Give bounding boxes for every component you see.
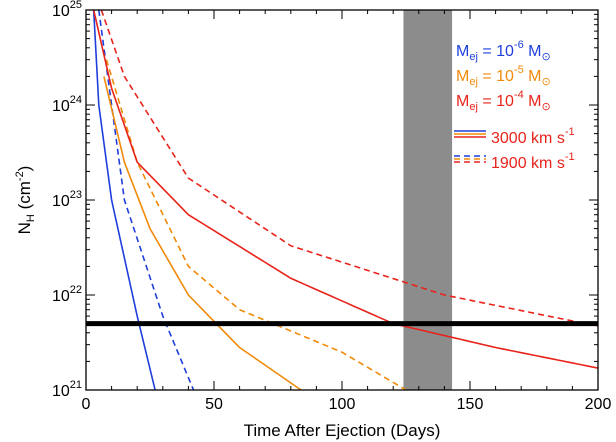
y-tick-label-exp: 21 [70, 379, 82, 391]
legend-mass-sub: ej [469, 101, 478, 113]
legend-mass-mid: = 10 [478, 43, 514, 60]
y-tick-label-base: 10 [52, 3, 70, 20]
y-axis-label-main: N [15, 222, 34, 234]
y-tick-label-base: 10 [52, 288, 70, 305]
y-tick-label-exp: 23 [70, 189, 82, 201]
series-line-mej-1e-5-1900kms [105, 59, 407, 390]
legend-speed-sup: -1 [565, 151, 575, 163]
series-line-mej-1e-4-1900kms [100, 10, 598, 327]
y-tick-label-exp: 25 [70, 0, 82, 11]
legend-speed-text: 1900 km s [491, 155, 565, 172]
legend-entry-mass: Mej = 10-5 M⊙ [456, 64, 551, 88]
y-tick-label: 1023 [52, 189, 82, 210]
y-axis-label: NH (cm-2) [14, 166, 37, 235]
x-tick-label: 100 [329, 396, 356, 413]
legend-entry-speed: 1900 km s-1 [491, 151, 575, 172]
legend-mass-prefix: M [456, 93, 469, 110]
legend-mass-suffix: M [524, 93, 542, 110]
shaded-band [403, 10, 453, 390]
y-axis-label-unit-close: ) [15, 166, 34, 172]
y-tick-label-exp: 24 [70, 94, 82, 106]
y-tick-label: 1021 [52, 379, 82, 400]
legend-mass-sub: ej [469, 51, 478, 63]
x-tick-label: 200 [585, 396, 612, 413]
y-tick-label: 1024 [52, 94, 82, 115]
legend-speed-sup: -1 [565, 126, 575, 138]
legend-entry-mass: Mej = 10-6 M⊙ [456, 39, 551, 63]
legend-mass-suffix: M [524, 43, 542, 60]
series-line-mej-1e-6-1900kms [98, 10, 195, 390]
legend-mass-prefix: M [456, 43, 469, 60]
series-line-mej-1e-4-3000kms [92, 10, 598, 369]
legend-mass-sun: ⊙ [541, 76, 550, 88]
legend-mass-prefix: M [456, 68, 469, 85]
legend-mass-sun: ⊙ [541, 101, 550, 113]
x-tick-label: 0 [82, 396, 91, 413]
y-tick-label-base: 10 [52, 193, 70, 210]
legend-entry-speed: 3000 km s-1 [491, 126, 575, 147]
legend-mass-mid: = 10 [478, 93, 514, 110]
y-axis-label-unit: (cm [15, 181, 34, 214]
x-axis-label: Time After Ejection (Days) [244, 421, 441, 440]
legend-mass-suffix: M [524, 68, 542, 85]
y-tick-label: 1022 [52, 284, 82, 305]
y-axis-label-sub: H [25, 214, 37, 222]
series-line-mej-1e-5-3000kms [103, 76, 302, 390]
legend-mass-sup: -6 [514, 39, 524, 51]
legend-speed-text: 3000 km s [491, 130, 565, 147]
series-layer [92, 10, 598, 390]
legend-mass-sup: -5 [514, 64, 524, 76]
y-tick-label-exp: 22 [70, 284, 82, 296]
legend-mass-sub: ej [469, 76, 478, 88]
legend: Mej = 10-6 M⊙Mej = 10-5 M⊙Mej = 10-4 M⊙3… [454, 39, 575, 172]
legend-mass-sun: ⊙ [541, 51, 550, 63]
y-tick-label-base: 10 [52, 383, 70, 400]
legend-entry-mass: Mej = 10-4 M⊙ [456, 89, 551, 113]
x-tick-label: 50 [205, 396, 223, 413]
x-tick-label: 150 [457, 396, 484, 413]
y-tick-label: 1025 [52, 0, 82, 20]
y-tick-label-base: 10 [52, 98, 70, 115]
y-axis-label-unit-sup: -2 [14, 171, 26, 181]
legend-mass-sup: -4 [514, 89, 524, 101]
legend-mass-mid: = 10 [478, 68, 514, 85]
series-line-mej-1e-6-3000kms [92, 10, 156, 390]
shaded-band-layer [403, 10, 453, 390]
